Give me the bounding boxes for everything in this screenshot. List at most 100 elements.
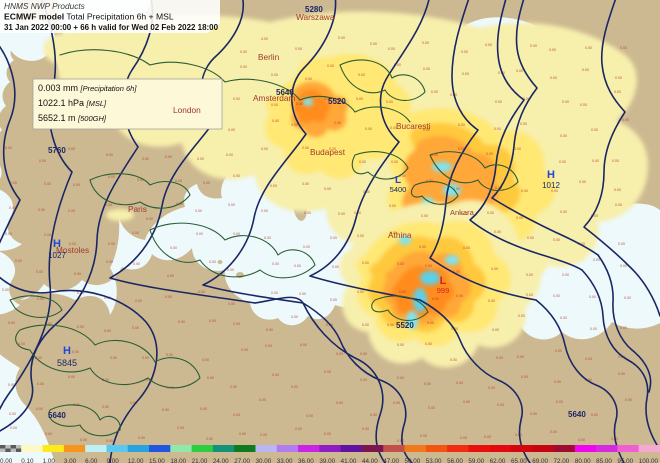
svg-text:HNMS NWP Products: HNMS NWP Products	[4, 1, 85, 11]
svg-text:0.00: 0.00	[80, 438, 87, 442]
svg-text:0.00: 0.00	[240, 65, 247, 69]
svg-text:0.00: 0.00	[106, 153, 113, 157]
svg-text:0.00: 0.00	[360, 378, 367, 382]
svg-text:80.00: 80.00	[575, 458, 591, 463]
svg-text:59.00: 59.00	[468, 458, 484, 463]
svg-text:0.00: 0.00	[397, 343, 404, 347]
svg-text:0.00: 0.00	[553, 238, 560, 242]
svg-text:0.00: 0.00	[291, 123, 298, 127]
svg-text:0.00: 0.00	[233, 174, 240, 178]
svg-text:0.00: 0.00	[272, 373, 279, 377]
svg-text:0.00: 0.00	[462, 72, 469, 76]
svg-text:0.00: 0.00	[388, 47, 395, 51]
svg-text:0.00: 0.00	[425, 342, 432, 346]
svg-text:0.00: 0.00	[486, 152, 493, 156]
svg-text:0.00: 0.00	[102, 405, 109, 409]
svg-text:0.00: 0.00	[239, 432, 246, 436]
svg-text:0.00: 0.00	[589, 295, 596, 299]
svg-text:Athina: Athina	[388, 230, 412, 240]
svg-text:0.00: 0.00	[487, 211, 494, 215]
svg-text:0.00: 0.00	[386, 100, 393, 104]
svg-text:0.00: 0.00	[426, 179, 433, 183]
svg-text:0.00: 0.00	[227, 268, 234, 272]
svg-text:69.00: 69.00	[532, 458, 548, 463]
svg-text:0.00: 0.00	[555, 349, 562, 353]
svg-text:0.00: 0.00	[365, 127, 372, 131]
svg-text:0.00: 0.00	[45, 432, 52, 436]
svg-text:5640: 5640	[568, 410, 586, 419]
svg-text:33.00: 33.00	[277, 458, 293, 463]
svg-text:0.00: 0.00	[296, 102, 303, 106]
svg-text:0.00: 0.00	[357, 290, 364, 294]
svg-text:0.00: 0.00	[271, 103, 278, 107]
svg-text:0.00: 0.00	[356, 97, 363, 101]
svg-text:0.00: 0.00	[520, 122, 527, 126]
svg-text:0.00: 0.00	[488, 386, 495, 390]
svg-text:39.00: 39.00	[319, 458, 335, 463]
svg-text:0.00: 0.00	[622, 118, 629, 122]
svg-text:0.00: 0.00	[495, 100, 502, 104]
svg-text:0.00: 0.00	[259, 398, 266, 402]
svg-text:0.00: 0.00	[620, 326, 627, 330]
svg-text:0.00: 0.00	[175, 179, 182, 183]
svg-text:0.00: 0.00	[530, 412, 537, 416]
svg-text:1022.1 hPa [MSL]: 1022.1 hPa [MSL]	[38, 98, 107, 108]
svg-text:Bucaresti: Bucaresti	[396, 121, 431, 131]
svg-text:1012: 1012	[542, 181, 560, 190]
svg-text:5280: 5280	[305, 5, 323, 14]
svg-text:0.00: 0.00	[104, 329, 111, 333]
svg-text:0.00: 0.00	[527, 236, 534, 240]
svg-text:0.00: 0.00	[338, 212, 345, 216]
svg-text:0.00: 0.00	[299, 292, 306, 296]
svg-text:0.00: 0.00	[424, 382, 431, 386]
svg-text:0.00: 0.00	[624, 296, 631, 300]
svg-text:0.00: 0.00	[514, 147, 521, 151]
svg-text:0.00: 0.00	[427, 321, 434, 325]
svg-text:65.00: 65.00	[511, 458, 527, 463]
svg-text:0.00: 0.00	[579, 180, 586, 184]
svg-text:3.00: 3.00	[64, 458, 77, 463]
svg-text:0.00: 0.00	[162, 408, 169, 412]
svg-text:0.00: 0.00	[362, 261, 369, 265]
svg-text:0.00: 0.00	[614, 90, 621, 94]
svg-text:53.00: 53.00	[426, 458, 442, 463]
svg-text:0.00: 0.00	[228, 203, 235, 207]
svg-text:0.00: 0.00	[39, 159, 46, 163]
svg-text:0.00: 0.00	[526, 293, 533, 297]
svg-text:0.00: 0.00	[593, 258, 600, 262]
svg-text:0.00: 0.00	[550, 430, 557, 434]
svg-text:London: London	[173, 105, 201, 115]
svg-text:85.00: 85.00	[596, 458, 612, 463]
svg-text:0.00: 0.00	[492, 328, 499, 332]
svg-text:0.00: 0.00	[68, 209, 75, 213]
svg-text:56.00: 56.00	[447, 458, 463, 463]
svg-text:0.00: 0.00	[10, 426, 17, 430]
svg-text:0.00: 0.00	[324, 370, 331, 374]
svg-text:0.00: 0.00	[36, 270, 43, 274]
svg-text:0.00: 0.00	[9, 412, 16, 416]
svg-text:0.00: 0.00	[494, 230, 501, 234]
svg-text:0.00: 0.00	[295, 47, 302, 51]
svg-text:0.00: 0.00	[324, 432, 331, 436]
svg-text:0.00: 0.00	[338, 36, 345, 40]
svg-text:0.00: 0.00	[68, 375, 75, 379]
svg-text:0.00: 0.00	[272, 119, 279, 123]
svg-text:0.00: 0.00	[585, 46, 592, 50]
svg-text:0.00: 0.00	[272, 262, 279, 266]
svg-text:0.00: 0.00	[132, 326, 139, 330]
svg-text:0.00: 0.00	[106, 439, 113, 443]
svg-text:0.00: 0.00	[592, 159, 599, 163]
svg-text:31 Jan 2022 00:00 + 66 h valid: 31 Jan 2022 00:00 + 66 h valid for Wed 0…	[4, 22, 218, 32]
svg-text:0.00: 0.00	[270, 184, 277, 188]
svg-text:0.00: 0.00	[165, 155, 172, 159]
svg-text:0.00: 0.00	[106, 260, 113, 264]
svg-text:0.00: 0.00	[612, 159, 619, 163]
svg-text:H: H	[63, 345, 71, 357]
svg-text:5652.1 m [500GH]: 5652.1 m [500GH]	[38, 113, 107, 123]
svg-text:0.00: 0.00	[488, 299, 495, 303]
svg-text:0.00: 0.00	[206, 437, 213, 441]
svg-text:0.00: 0.00	[336, 352, 343, 356]
svg-text:0.00: 0.00	[38, 208, 45, 212]
svg-text:0.00: 0.00	[357, 234, 364, 238]
svg-text:0.00: 0.00	[330, 298, 337, 302]
